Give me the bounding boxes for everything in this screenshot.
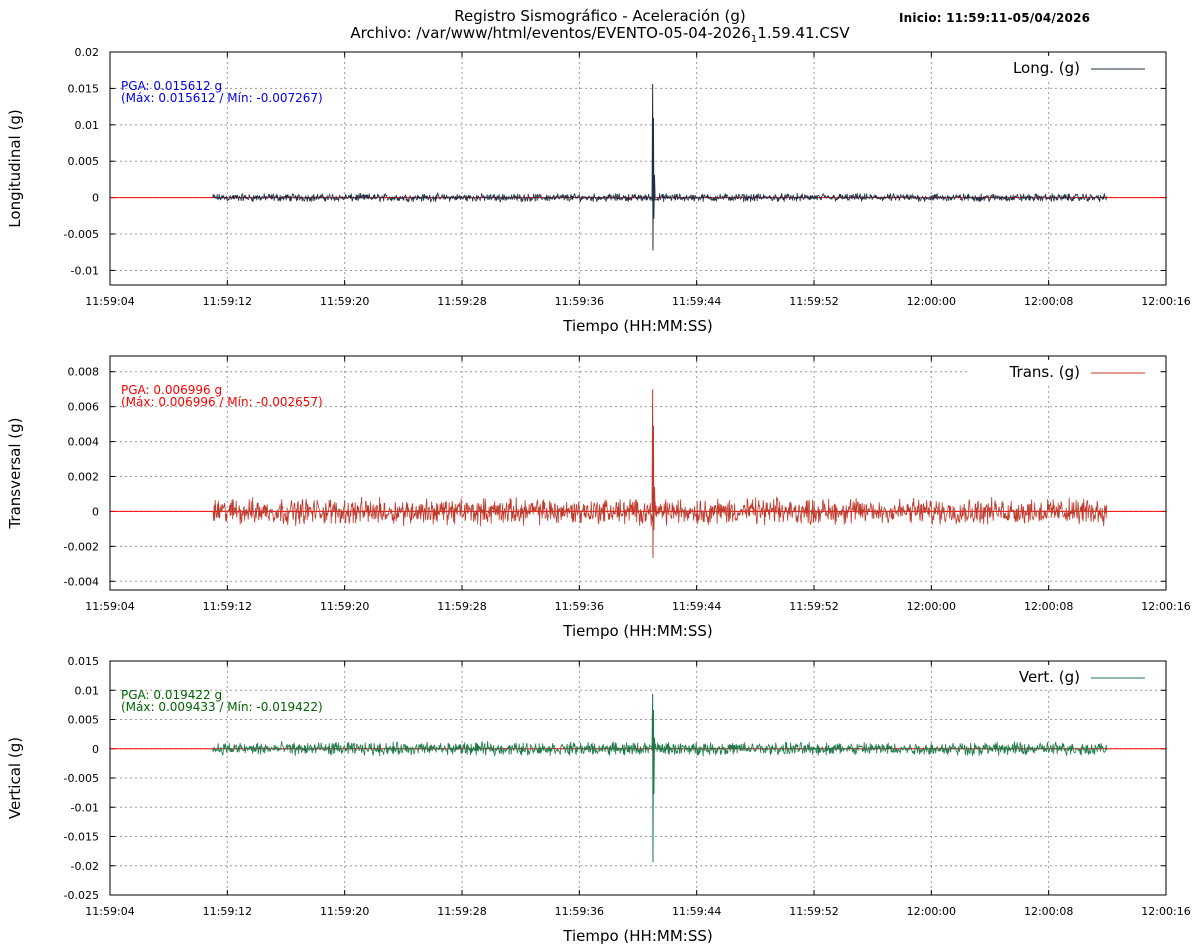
- y-tick-label: -0.01: [71, 801, 99, 814]
- x-tick-label: 11:59:20: [320, 600, 369, 613]
- x-axis-label: Tiempo (HH:MM:SS): [562, 927, 712, 945]
- x-tick-label: 11:59:52: [789, 905, 838, 918]
- x-tick-label: 12:00:16: [1141, 905, 1190, 918]
- plot-frame: [109, 355, 1167, 591]
- y-tick-label: 0: [92, 192, 99, 205]
- y-axis-label: Vertical (g): [6, 737, 24, 819]
- file-path-subscript: 1: [750, 34, 758, 45]
- file-path-title: Archivo: /var/www/html/eventos/EVENTO-05…: [0, 24, 1200, 49]
- y-tick-label: -0.002: [64, 540, 99, 553]
- plot-trans: -0.004 -0.002 0 0.002 0.004 0.006 0.008 11:59:0…: [6, 355, 1191, 640]
- x-tick-label: 11:59:20: [320, 905, 369, 918]
- plot-long: -0.01 -0.005 0 0.005 0.01 0.015 0.02 11:59:04 11…: [6, 46, 1191, 335]
- pga-annotation: PGA: 0.015612 g: [121, 79, 222, 93]
- x-tick-label: 12:00:16: [1141, 600, 1190, 613]
- start-time-label: Inicio: 11:59:11-05/04/2026: [899, 11, 1091, 25]
- waveform-trace: [212, 496, 1108, 527]
- x-tick-label: 11:59:28: [437, 295, 486, 308]
- x-tick-label: 11:59:52: [789, 600, 838, 613]
- pga-annotation: PGA: 0.006996 g: [121, 383, 222, 397]
- event-spike: [651, 83, 656, 251]
- x-tick-label: 12:00:08: [1024, 905, 1073, 918]
- y-tick-label: 0.01: [75, 119, 100, 132]
- x-tick-label: 12:00:16: [1141, 295, 1190, 308]
- y-axis-label: Transversal (g): [6, 417, 24, 529]
- x-tick-label: 11:59:52: [789, 295, 838, 308]
- x-tick-label: 12:00:00: [907, 295, 956, 308]
- y-tick-label: -0.02: [71, 860, 99, 873]
- x-tick-label: 11:59:36: [555, 600, 604, 613]
- y-tick-label: 0.005: [68, 155, 100, 168]
- event-spike: [651, 389, 656, 558]
- legend-label: Long. (g): [1013, 59, 1080, 77]
- x-tick-label: 12:00:08: [1024, 600, 1073, 613]
- y-tick-label: 0.002: [68, 470, 100, 483]
- y-tick-label: -0.015: [64, 831, 99, 844]
- max-min-annotation: (Máx: 0.006996 / Mín: -0.002657): [121, 395, 323, 409]
- y-tick-label: 0.015: [68, 82, 100, 95]
- plot-frame: [109, 51, 1167, 286]
- y-tick-label: 0.02: [75, 46, 100, 59]
- y-tick-label: -0.025: [64, 889, 99, 902]
- plot-vert: -0.025 -0.02 -0.015 -0.01 -0.005 0 0.005 0.01 0.…: [6, 655, 1191, 945]
- x-tick-label: 11:59:12: [203, 600, 252, 613]
- x-tick-label: 11:59:04: [85, 600, 134, 613]
- event-spike: [651, 693, 656, 863]
- y-tick-label: 0.006: [68, 401, 100, 414]
- x-axis-label: Tiempo (HH:MM:SS): [562, 317, 712, 335]
- x-tick-label: 11:59:04: [85, 905, 134, 918]
- file-path-suffix: 1.59.41.CSV: [757, 24, 850, 42]
- plot-frame: [109, 660, 1167, 896]
- x-tick-label: 11:59:44: [672, 295, 721, 308]
- x-tick-label: 12:00:00: [907, 905, 956, 918]
- legend-box: [970, 360, 1160, 384]
- legend-label: Vert. (g): [1019, 668, 1080, 686]
- x-tick-label: 11:59:12: [203, 295, 252, 308]
- x-tick-label: 11:59:44: [672, 600, 721, 613]
- y-tick-label: -0.005: [64, 772, 99, 785]
- file-path-prefix: Archivo: /var/www/html/eventos/EVENTO-05…: [350, 24, 751, 42]
- waveform-trace: [212, 740, 1108, 757]
- x-tick-label: 11:59:28: [437, 905, 486, 918]
- x-axis-label: Tiempo (HH:MM:SS): [562, 622, 712, 640]
- x-tick-label: 11:59:28: [437, 600, 486, 613]
- y-tick-label: 0.008: [68, 366, 100, 379]
- x-tick-label: 11:59:36: [555, 295, 604, 308]
- x-tick-label: 11:59:12: [203, 905, 252, 918]
- y-tick-label: 0: [92, 505, 99, 518]
- y-tick-label: -0.005: [64, 228, 99, 241]
- x-tick-label: 11:59:04: [85, 295, 134, 308]
- y-tick-label: 0.01: [75, 684, 100, 697]
- y-tick-label: 0.015: [68, 655, 100, 668]
- y-tick-label: -0.01: [71, 264, 99, 277]
- y-tick-label: 0: [92, 743, 99, 756]
- legend-box: [970, 56, 1160, 80]
- y-tick-label: -0.004: [64, 575, 99, 588]
- chart-title: Registro Sismográfico - Aceleración (g): [454, 7, 746, 25]
- x-tick-label: 11:59:44: [672, 905, 721, 918]
- legend-label: Trans. (g): [1009, 363, 1080, 381]
- max-min-annotation: (Máx: 0.009433 / Mín: -0.019422): [121, 700, 323, 714]
- y-axis-label: Longitudinal (g): [6, 109, 24, 227]
- x-tick-label: 12:00:08: [1024, 295, 1073, 308]
- pga-annotation: PGA: 0.019422 g: [121, 688, 222, 702]
- waveform-trace: [212, 192, 1108, 204]
- y-tick-label: 0.005: [68, 714, 100, 727]
- x-tick-label: 12:00:00: [907, 600, 956, 613]
- y-tick-label: 0.004: [68, 436, 100, 449]
- x-tick-label: 11:59:36: [555, 905, 604, 918]
- x-tick-label: 11:59:20: [320, 295, 369, 308]
- max-min-annotation: (Máx: 0.015612 / Mín: -0.007267): [121, 91, 323, 105]
- legend-box: [970, 665, 1160, 689]
